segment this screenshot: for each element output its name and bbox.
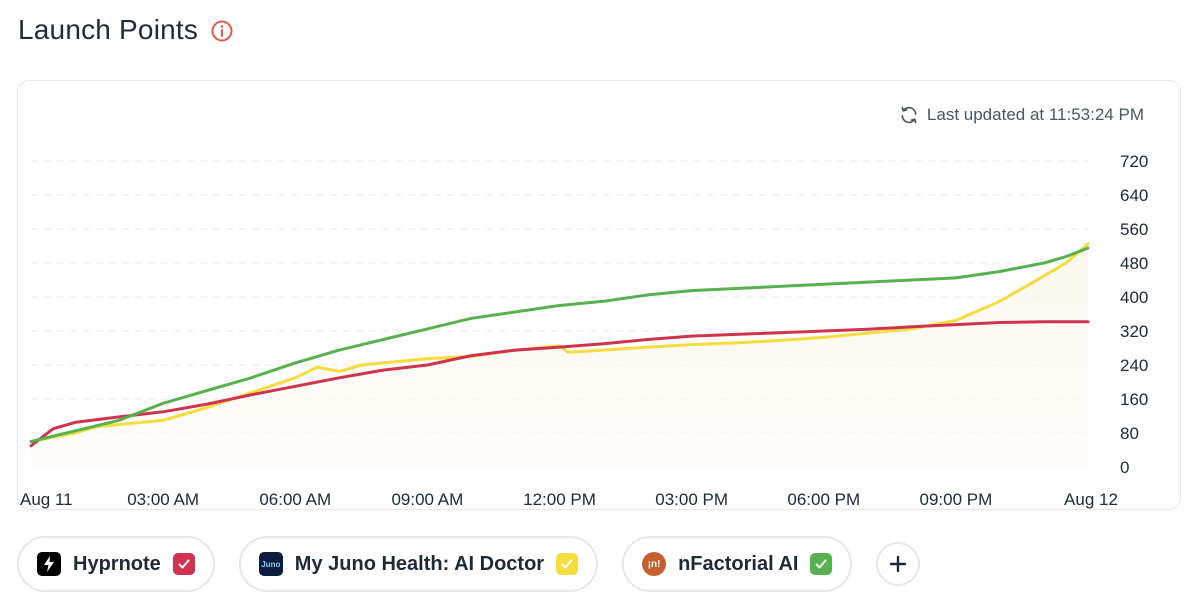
chart-card: 0 80 160 240 320 400 480 560 640 720 Aug 11 03:00 A… (17, 80, 1181, 510)
x-tick-label: Aug 11 (20, 490, 73, 509)
page-title: Launch Points (18, 14, 199, 45)
product-chips: Hyprnote Juno My Juno Health: AI Doctor … (17, 536, 921, 592)
nfactorial-logo-icon: ¡n! (642, 552, 667, 576)
chip-hyprnote[interactable]: Hyprnote (17, 536, 215, 592)
line-chart: 0 80 160 240 320 400 480 560 640 720 Aug 11 03:00 A… (20, 152, 1148, 509)
last-updated-text: Last updated at 11:53:24 PM (926, 105, 1144, 124)
area-fill (31, 243, 1088, 467)
x-tick-label: Aug 12 (1064, 490, 1118, 509)
y-tick-label: 160 (1120, 390, 1148, 409)
x-tick-label: 09:00 PM (919, 490, 992, 509)
x-tick-label: 03:00 PM (655, 490, 728, 509)
y-tick-label: 80 (1120, 424, 1139, 443)
nfactorial-logo-text: ¡n! (647, 558, 661, 570)
checkbox-red[interactable] (172, 553, 195, 575)
bolt-logo-icon (37, 552, 61, 576)
plus-icon (890, 555, 907, 573)
checkbox-yellow[interactable] (556, 553, 579, 575)
x-tick-label: 12:00 PM (523, 490, 596, 509)
info-icon[interactable] (210, 19, 234, 43)
y-tick-label: 640 (1120, 186, 1148, 205)
y-tick-label: 240 (1120, 356, 1148, 375)
add-product-button[interactable] (876, 542, 921, 586)
chip-nfactorial[interactable]: ¡n! nFactorial AI (622, 536, 853, 592)
chip-label: Hyprnote (73, 552, 161, 575)
chip-label: nFactorial AI (678, 552, 799, 575)
chip-label: My Juno Health: AI Doctor (294, 552, 545, 575)
y-tick-label: 400 (1120, 288, 1148, 307)
x-tick-label: 09:00 AM (391, 490, 463, 509)
header: Launch Points (18, 14, 234, 46)
y-tick-label: 320 (1120, 322, 1148, 341)
last-updated: Last updated at 11:53:24 PM (899, 105, 1144, 125)
series-line (29, 320, 1090, 448)
y-tick-label: 560 (1120, 220, 1148, 239)
y-tick-label: 720 (1120, 152, 1148, 171)
x-tick-label: 06:00 PM (787, 490, 860, 509)
x-tick-label: 06:00 AM (259, 490, 331, 509)
y-tick-label: 480 (1120, 254, 1148, 273)
y-tick-label: 0 (1120, 458, 1129, 477)
x-tick-label: 03:00 AM (127, 490, 199, 509)
refresh-icon[interactable] (899, 105, 919, 125)
juno-logo-icon: Juno (258, 552, 283, 576)
checkbox-green[interactable] (810, 553, 833, 575)
chip-juno-health[interactable]: Juno My Juno Health: AI Doctor (238, 536, 599, 592)
series-line (29, 246, 1090, 443)
juno-logo-text: Juno (261, 559, 281, 569)
